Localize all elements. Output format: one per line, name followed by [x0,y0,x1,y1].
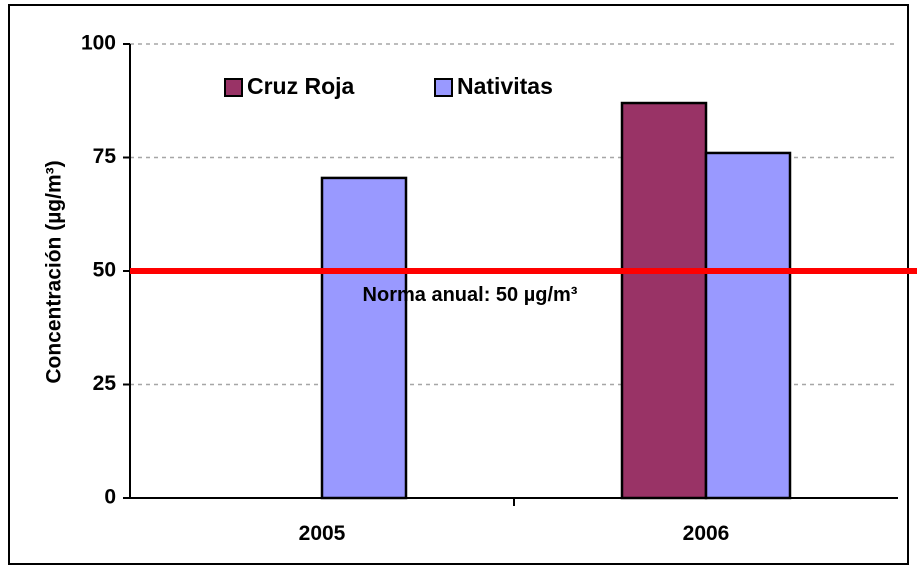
x-tick-label: 2006 [683,522,730,545]
y-tick-label: 75 [93,145,117,168]
legend-swatch-nativitas [434,78,453,97]
legend-label: Nativitas [457,73,553,99]
legend-label: Cruz Roja [247,73,355,99]
y-tick-label: 0 [104,486,116,509]
bar-nativitas-2005 [320,176,408,500]
bar-nativitas-2006 [704,151,792,500]
y-tick-label: 25 [93,372,117,395]
reference-line-label: Norma anual: 50 µg/m³ [363,284,578,306]
y-axis-title: Concentración (µg/m³) [43,160,66,383]
legend-swatch-cruz-roja [224,78,243,97]
bar-cruz-roja-2006 [620,101,708,500]
reference-line-group: Norma anual: 50 µg/m³ [130,268,917,306]
y-tick-label: 100 [81,32,116,55]
x-tick-label: 2005 [299,522,346,545]
y-tick-label: 50 [93,259,116,282]
legend: Cruz Roja Nativitas [224,73,553,99]
axes: 0 25 50 75 100 2005 2006 [81,32,898,545]
